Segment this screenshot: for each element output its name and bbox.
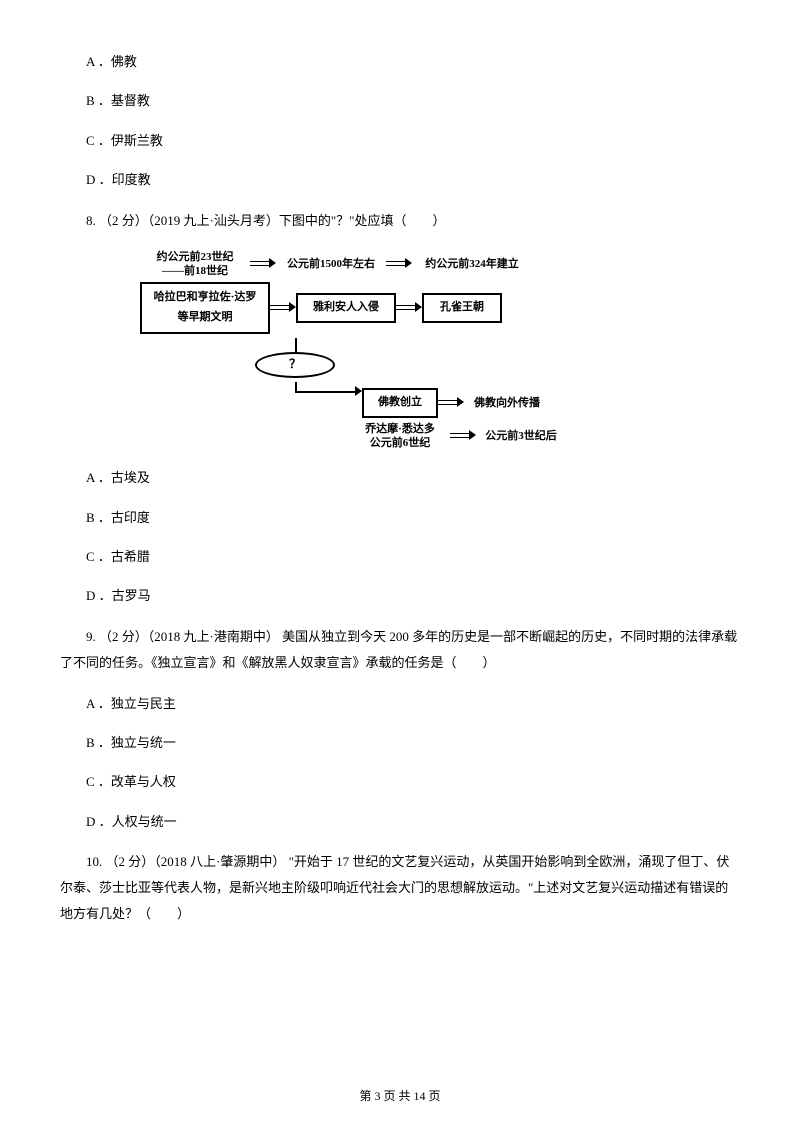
diagram-box2: 雅利安人入侵 bbox=[296, 293, 396, 323]
q9-option-b[interactable]: B ．独立与统一 bbox=[60, 731, 740, 754]
arrow-icon bbox=[450, 431, 476, 441]
q7-option-b[interactable]: B ．基督教 bbox=[60, 89, 740, 112]
arrow-icon bbox=[270, 303, 296, 313]
page-footer: 第 3 页 共 14 页 bbox=[0, 1086, 800, 1108]
diagram-botlabel-b: 公元前6世纪 bbox=[350, 436, 450, 450]
q7-option-d[interactable]: D ．印度教 bbox=[60, 168, 740, 191]
q7-option-a[interactable]: A ．佛教 bbox=[60, 50, 740, 73]
q9-option-d[interactable]: D ．人权与统一 bbox=[60, 810, 740, 833]
q7-option-c[interactable]: C ．伊斯兰教 bbox=[60, 129, 740, 152]
diagram-box3: 孔雀王朝 bbox=[422, 293, 502, 323]
q8-option-b[interactable]: B ．古印度 bbox=[60, 506, 740, 529]
diagram-oval: ？ bbox=[255, 352, 335, 378]
arrow-icon bbox=[250, 259, 276, 269]
arrow-icon bbox=[386, 259, 412, 269]
q8-stem: 8. （2 分）（2019 九上·汕头月考）下图中的"？"处应填（ ） bbox=[60, 208, 740, 234]
q10-stem: 10. （2 分）（2018 八上·肇源期中） "开始于 17 世纪的文艺复兴运… bbox=[60, 849, 740, 927]
q8-option-d[interactable]: D ．古罗马 bbox=[60, 584, 740, 607]
diagram-box1a: 哈拉巴和亨拉佐·达罗 bbox=[150, 288, 260, 308]
diagram-toplabel1a: 约公元前23世纪 bbox=[140, 250, 250, 264]
arrow-icon bbox=[396, 303, 422, 313]
diagram-toplabel3: 约公元前324年建立 bbox=[412, 257, 532, 271]
diagram-toplabel1b: ——前18世纪 bbox=[140, 264, 250, 278]
arrow-icon bbox=[438, 398, 464, 408]
diagram-toplabel2: 公元前1500年左右 bbox=[276, 257, 386, 271]
q8-diagram: 约公元前23世纪 ——前18世纪 公元前1500年左右 约公元前324年建立 哈… bbox=[140, 250, 740, 451]
q8-option-a[interactable]: A ．古埃及 bbox=[60, 466, 740, 489]
diagram-box1b: 等早期文明 bbox=[150, 308, 260, 328]
q9-option-a[interactable]: A ．独立与民主 bbox=[60, 692, 740, 715]
q9-stem: 9. （2 分）（2018 九上·港南期中） 美国从独立到今天 200 多年的历… bbox=[60, 624, 740, 676]
q9-option-c[interactable]: C ．改革与人权 bbox=[60, 770, 740, 793]
diagram-botlabel-c: 公元前3世纪后 bbox=[476, 429, 566, 443]
diagram-botlabel-a: 乔达摩·悉达多 bbox=[350, 422, 450, 436]
q8-option-c[interactable]: C ．古希腊 bbox=[60, 545, 740, 568]
